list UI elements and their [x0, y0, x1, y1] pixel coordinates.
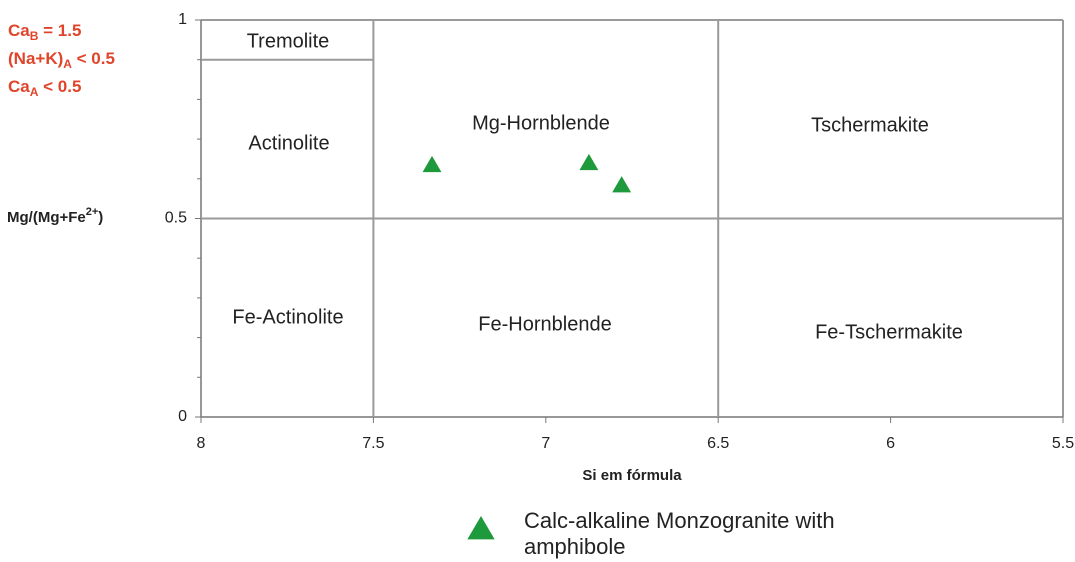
y-tick-label: 0: [178, 408, 187, 425]
x-tick-label: 6: [886, 435, 895, 452]
x-tick-label: 8: [197, 435, 206, 452]
annotation-part: = 1.5: [38, 21, 81, 40]
annotation: (Na+K)A < 0.5: [8, 49, 115, 71]
data-point: [579, 153, 599, 171]
annotation-sub: B: [30, 29, 39, 43]
field-label: Actinolite: [248, 132, 329, 154]
legend-marker: [467, 516, 495, 540]
field-label: Fe-Tschermakite: [815, 321, 963, 343]
y-tick-label: 0.5: [165, 210, 187, 227]
field-label: Tremolite: [247, 30, 330, 52]
field-label: Fe-Actinolite: [232, 306, 343, 328]
annotation-part: Ca: [8, 21, 30, 40]
annotation-part: < 0.5: [38, 77, 81, 96]
x-tick-label: 7.5: [362, 435, 384, 452]
field-label: Mg-Hornblende: [472, 112, 610, 134]
y-label-sup: 2+: [86, 206, 99, 218]
y-label-part: Mg/(Mg+Fe: [7, 209, 86, 226]
annotation-part: (Na+K): [8, 49, 63, 68]
x-tick-label: 7: [541, 435, 550, 452]
annotation-part: Ca: [8, 77, 30, 96]
x-tick-label: 6.5: [707, 435, 729, 452]
annotation: CaA < 0.5: [8, 77, 81, 99]
y-tick-label: 1: [178, 11, 187, 28]
field-label: Fe-Hornblende: [478, 313, 611, 335]
data-point: [612, 176, 632, 193]
data-point: [422, 155, 442, 173]
annotation-part: < 0.5: [72, 49, 115, 68]
y-axis-label: Mg/(Mg+Fe2+): [7, 206, 103, 226]
legend-label: Calc-alkaline Monzogranite with amphibol…: [524, 508, 835, 559]
y-label-part: ): [98, 209, 103, 226]
x-tick-label: 5.5: [1052, 435, 1074, 452]
annotation-sub: A: [63, 57, 72, 71]
field-label: Tschermakite: [811, 114, 929, 136]
annotation: CaB = 1.5: [8, 21, 81, 43]
x-axis-label: Si em fórmula: [582, 467, 682, 484]
annotation-sub: A: [30, 85, 39, 99]
